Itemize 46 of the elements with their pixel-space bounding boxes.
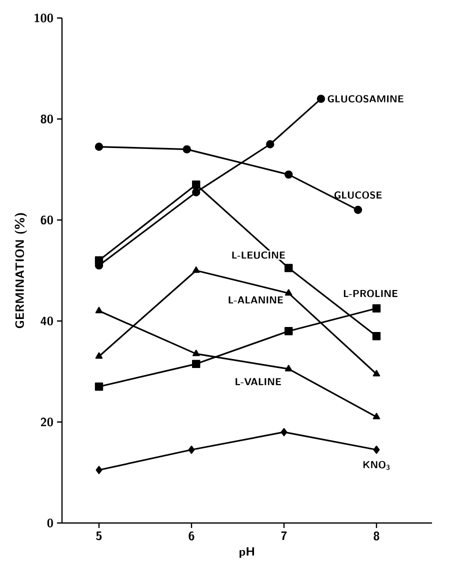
point [95,306,103,314]
point [280,428,288,436]
annotation: L-VALINE [236,378,281,386]
annotation: KNO$_{3}$ [363,460,390,470]
y-tick-label: 100 [34,14,53,22]
y-tick-label: 60 [40,216,53,224]
x-tick-label: 7 [281,532,287,540]
x-axis-title: pH [240,547,254,558]
point [372,370,380,376]
point [192,180,200,189]
point [182,145,191,154]
point [284,364,292,372]
point [94,142,104,151]
point [94,382,104,391]
point [284,264,293,272]
point [266,140,274,148]
annotation: GLUCOSAMINE [328,95,404,102]
annotation: L-PROLINE [344,290,398,298]
point [284,327,293,336]
point [284,170,293,179]
x-tick-label: 8 [374,532,380,540]
point [316,94,326,103]
point [354,206,362,214]
point [192,360,200,368]
point [192,350,200,356]
y-axis-title: GERMINATION (%) [14,213,27,328]
point [192,266,200,273]
point [94,256,104,264]
point [372,304,381,312]
point [373,446,380,454]
point [372,332,381,340]
y-tick-label: 40 [40,316,53,326]
y-tick-label: 20 [40,418,53,426]
point [96,466,102,474]
y-tick-label: 80 [40,114,53,124]
annotation: L-LEUCINE [232,251,285,259]
point [284,289,292,296]
annotation: L-ALANINE [228,296,283,304]
point [372,412,380,420]
point [188,446,195,454]
annotation: GLUCOSE [334,191,382,199]
x-tick-label: 5 [96,532,102,540]
point [95,352,103,359]
x-tick-label: 6 [188,532,194,540]
point [192,188,200,196]
y-tick-label: 0 [47,518,53,528]
